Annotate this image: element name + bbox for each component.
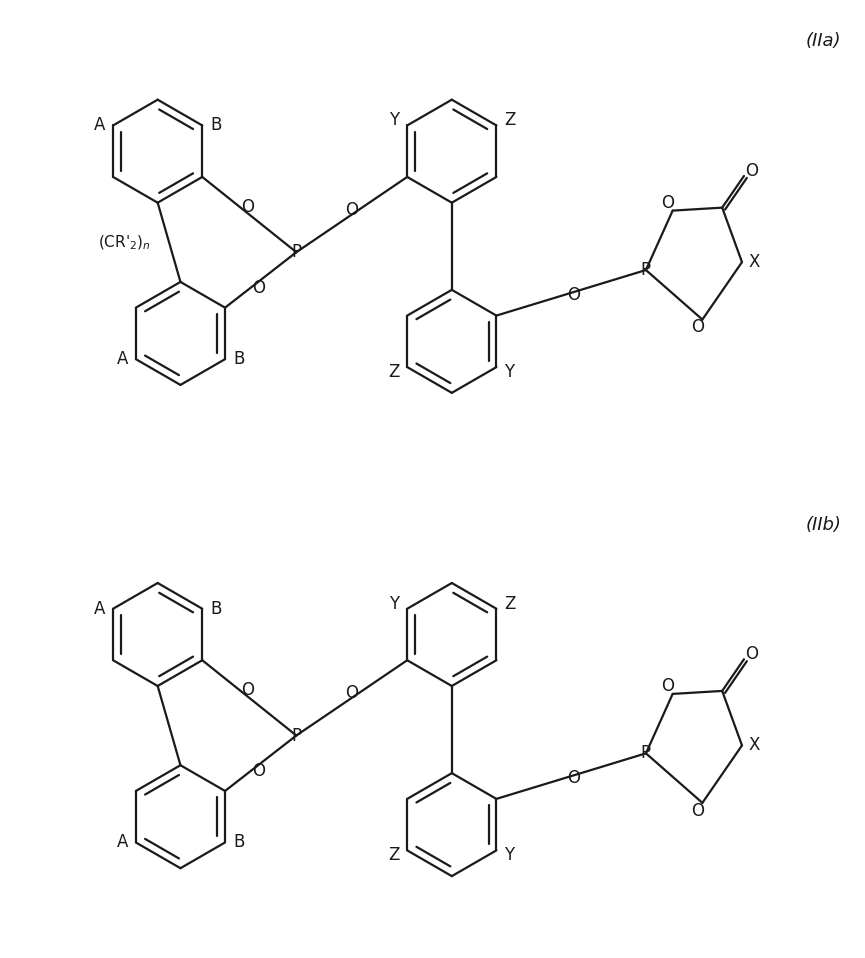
Text: O: O xyxy=(240,197,253,216)
Text: Z: Z xyxy=(504,111,516,129)
Text: B: B xyxy=(210,600,221,618)
Text: A: A xyxy=(117,351,128,368)
Text: O: O xyxy=(746,646,759,663)
Text: Y: Y xyxy=(389,111,400,129)
Text: Z: Z xyxy=(388,363,400,381)
Text: Y: Y xyxy=(389,595,400,613)
Text: Z: Z xyxy=(504,595,516,613)
Text: B: B xyxy=(233,351,244,368)
Text: O: O xyxy=(661,194,674,212)
Text: O: O xyxy=(240,681,253,699)
Text: O: O xyxy=(746,162,759,180)
Text: X: X xyxy=(748,737,759,754)
Text: (CR'$_2$)$_n$: (CR'$_2$)$_n$ xyxy=(98,233,151,252)
Text: Y: Y xyxy=(504,846,515,864)
Text: O: O xyxy=(567,769,580,787)
Text: B: B xyxy=(210,117,221,134)
Text: A: A xyxy=(93,600,106,618)
Text: Z: Z xyxy=(388,846,400,864)
Text: P: P xyxy=(641,744,651,763)
Text: P: P xyxy=(641,261,651,279)
Text: O: O xyxy=(567,285,580,304)
Text: P: P xyxy=(292,726,301,744)
Text: O: O xyxy=(253,763,266,780)
Text: A: A xyxy=(117,833,128,852)
Text: A: A xyxy=(93,117,106,134)
Text: O: O xyxy=(691,318,704,336)
Text: X: X xyxy=(748,253,759,271)
Text: O: O xyxy=(691,802,704,820)
Text: O: O xyxy=(253,279,266,297)
Text: (IIb): (IIb) xyxy=(805,515,841,534)
Text: (IIa): (IIa) xyxy=(805,33,841,51)
Text: O: O xyxy=(345,200,358,218)
Text: B: B xyxy=(233,833,244,852)
Text: P: P xyxy=(292,243,301,262)
Text: O: O xyxy=(345,684,358,702)
Text: Y: Y xyxy=(504,363,515,381)
Text: O: O xyxy=(661,677,674,695)
